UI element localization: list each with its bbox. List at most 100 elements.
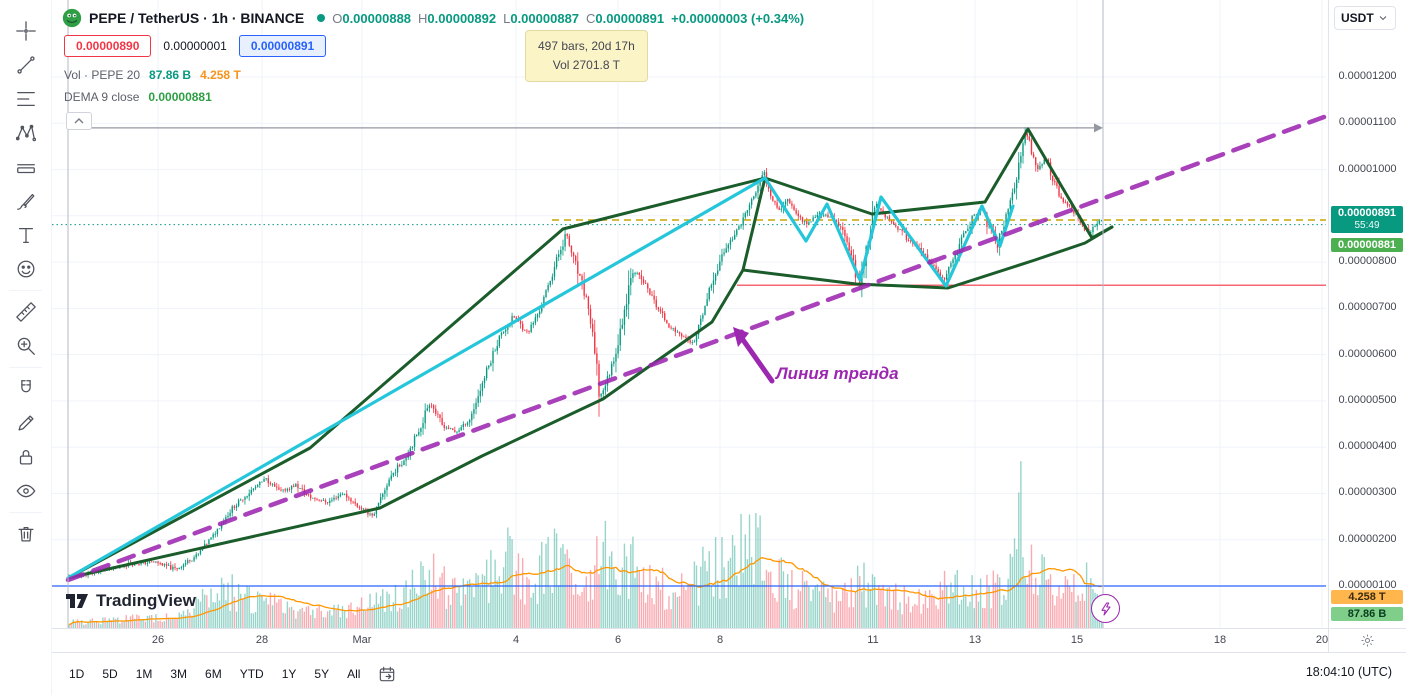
last-price-badge: 0.00000891 55:49 bbox=[1331, 206, 1403, 234]
high-value: 0.00000892 bbox=[427, 10, 497, 26]
market-status-dot bbox=[317, 14, 326, 22]
text-icon bbox=[18, 227, 34, 243]
toolbar-separator bbox=[9, 290, 42, 291]
lock-icon bbox=[19, 450, 33, 465]
emoji-icon bbox=[17, 260, 35, 278]
instant-trading-button[interactable] bbox=[1091, 594, 1120, 623]
edit-icon bbox=[18, 415, 34, 431]
sell-price-button[interactable]: 0.00000890 bbox=[64, 35, 152, 57]
drawing-toolbar bbox=[0, 0, 52, 695]
chevron-up-icon bbox=[74, 118, 84, 124]
eye-icon bbox=[16, 484, 36, 498]
emoji-tool-button[interactable] bbox=[0, 252, 52, 286]
chevron-down-icon bbox=[1379, 16, 1387, 21]
buy-price-button[interactable]: 0.00000891 bbox=[238, 35, 327, 57]
currency-label: USDT bbox=[1341, 11, 1374, 25]
dema-indicator-legend[interactable]: DEMA 9 close 0.00000881 bbox=[64, 90, 212, 104]
xabcd-pattern-icon bbox=[15, 124, 37, 142]
spread-value: 0.00000001 bbox=[163, 39, 227, 53]
range-button-5d[interactable]: 5D bbox=[102, 667, 118, 681]
volume-label: Vol · PEPE 20 bbox=[64, 68, 141, 82]
volume-ma-badge: 4.258 T bbox=[1331, 590, 1403, 604]
measure-tooltip: 497 bars, 20d 17h Vol 2701.8 T bbox=[525, 30, 648, 83]
trend-line-tool-button[interactable] bbox=[0, 48, 52, 82]
time-axis-label: 6 bbox=[614, 634, 622, 646]
low-value: 0.00000887 bbox=[510, 10, 580, 26]
price-axis-label: 0.00000500 bbox=[1338, 393, 1397, 406]
volume-indicator-legend[interactable]: Vol · PEPE 20 87.86 B 4.258 T bbox=[64, 68, 241, 82]
price-axis-label: 0.00001100 bbox=[1338, 116, 1397, 129]
gear-icon bbox=[1361, 634, 1374, 647]
range-button-6m[interactable]: 6M bbox=[205, 667, 222, 681]
range-button-5y[interactable]: 5Y bbox=[314, 667, 330, 681]
remove-tool-button[interactable] bbox=[0, 517, 52, 551]
lock-tool-button[interactable] bbox=[0, 440, 52, 474]
lightning-icon bbox=[1100, 601, 1111, 616]
dema-label: DEMA 9 close bbox=[64, 90, 140, 104]
pepe-coin-icon bbox=[62, 8, 82, 28]
dema-price-badge: 0.00000881 bbox=[1331, 238, 1403, 252]
symbol-title[interactable]: PEPE / TetherUS · 1h · BINANCE bbox=[89, 10, 305, 26]
crosshair-tool-button[interactable] bbox=[0, 14, 52, 48]
brush-tool-button[interactable] bbox=[0, 184, 52, 218]
price-axis[interactable]: 0.00001200 0.00001100 0.00001000 0.00000800… bbox=[1329, 0, 1406, 628]
axis-settings-button[interactable] bbox=[1329, 629, 1406, 652]
price-axis-label: 0.00001000 bbox=[1338, 162, 1397, 175]
price-chart[interactable] bbox=[0, 0, 1328, 628]
trendline-annotation[interactable]: Линия тренда bbox=[776, 364, 899, 383]
magnet-tool-button[interactable] bbox=[0, 372, 52, 406]
time-axis-label: 15 bbox=[1070, 634, 1084, 646]
time-axis-label: 8 bbox=[716, 634, 724, 646]
time-axis-label: 11 bbox=[867, 634, 879, 646]
open-value: 0.00000888 bbox=[342, 10, 412, 26]
range-button-ytd[interactable]: YTD bbox=[239, 667, 264, 681]
volume-value: 87.86 B bbox=[149, 68, 192, 82]
xabcd-pattern-tool-button[interactable] bbox=[0, 116, 52, 150]
crosshair-icon bbox=[16, 21, 36, 41]
clock-utc[interactable]: 18:04:10 (UTC) bbox=[1305, 665, 1392, 679]
time-axis[interactable]: 26 28 Mar 4 6 8 11 13 15 18 20 bbox=[0, 629, 1328, 652]
measure-bars-line: 497 bars, 20d 17h bbox=[538, 39, 635, 53]
dema-value: 0.00000881 bbox=[148, 90, 212, 104]
toolbar-separator bbox=[9, 512, 42, 513]
ohlc-values: O0.00000888 H0.00000892 L0.00000887 C0.0… bbox=[332, 10, 805, 26]
price-axis-label: 0.00000100 bbox=[1338, 579, 1397, 591]
eye-tool-button[interactable] bbox=[0, 474, 52, 508]
time-axis-label: 13 bbox=[968, 634, 982, 646]
calendar-icon bbox=[380, 666, 395, 682]
fib-retracement-icon bbox=[17, 91, 35, 107]
brush-icon bbox=[17, 193, 35, 210]
price-axis-label: 0.00001200 bbox=[1338, 70, 1397, 83]
trend-line-icon bbox=[17, 56, 35, 74]
order-panel: 0.00000890 0.00000001 0.00000891 bbox=[64, 35, 327, 57]
edit-tool-button[interactable] bbox=[0, 406, 52, 440]
time-axis-label: 26 bbox=[151, 634, 165, 646]
tradingview-watermark[interactable]: TradingView bbox=[64, 590, 196, 612]
time-axis-label: Mar bbox=[352, 634, 372, 646]
go-to-date-button[interactable] bbox=[377, 664, 397, 684]
measure-volume-line: Vol 2701.8 T bbox=[552, 58, 620, 73]
long-position-tool-button[interactable] bbox=[0, 150, 52, 184]
currency-selector[interactable]: USDT bbox=[1334, 6, 1396, 30]
range-button-1d[interactable]: 1D bbox=[69, 667, 85, 681]
collapse-indicators-button[interactable] bbox=[66, 112, 92, 130]
price-axis-label: 0.00000400 bbox=[1338, 440, 1397, 453]
zoom-in-tool-button[interactable] bbox=[0, 329, 52, 363]
ruler-tool-button[interactable] bbox=[0, 295, 52, 329]
bar-countdown: 55:49 bbox=[1354, 220, 1380, 232]
fib-retracement-tool-button[interactable] bbox=[0, 82, 52, 116]
price-axis-label: 0.00000800 bbox=[1338, 255, 1397, 268]
range-button-1m[interactable]: 1M bbox=[135, 667, 153, 681]
time-axis-divider bbox=[0, 628, 1406, 629]
text-tool-button[interactable] bbox=[0, 218, 52, 252]
range-button-1y[interactable]: 1Y bbox=[281, 667, 297, 681]
time-axis-label: 4 bbox=[512, 634, 520, 646]
magnet-icon bbox=[21, 380, 31, 393]
volume-badge: 87.86 B bbox=[1331, 607, 1403, 621]
range-button-all[interactable]: All bbox=[347, 667, 361, 681]
volume-ma-value: 4.258 T bbox=[200, 68, 241, 82]
range-button-3m[interactable]: 3M bbox=[170, 667, 188, 681]
change-value: +0.00000003 (+0.34%) bbox=[671, 10, 805, 26]
watermark-text: TradingView bbox=[96, 591, 196, 610]
